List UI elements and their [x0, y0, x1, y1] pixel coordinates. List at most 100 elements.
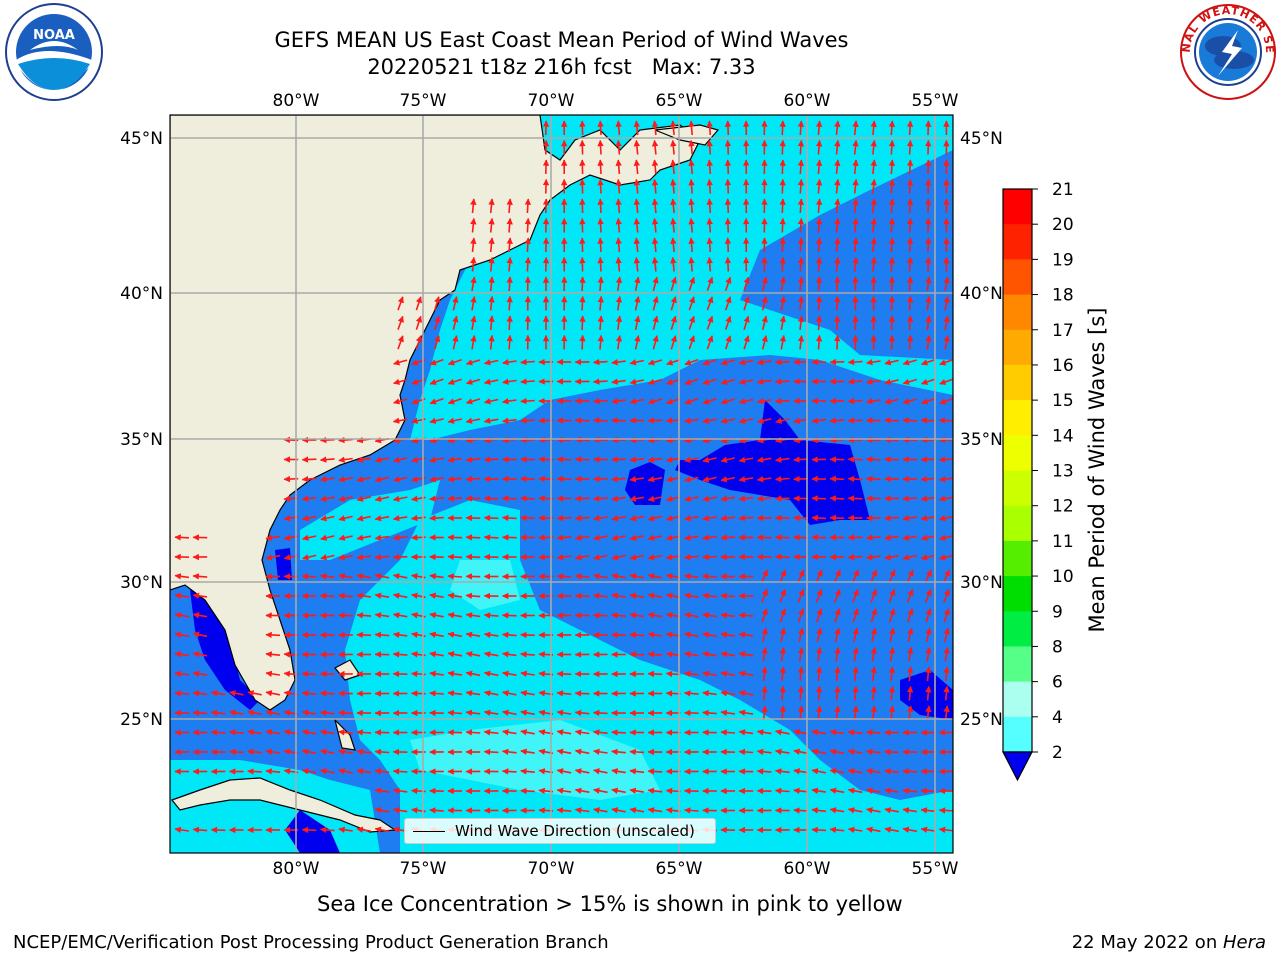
wave-direction-arrow: [520, 378, 535, 385]
wave-direction-arrow: [720, 534, 736, 541]
wave-direction-arrow: [702, 631, 717, 638]
wave-direction-arrow: [852, 646, 859, 662]
colorbar-segment: [1003, 716, 1032, 753]
wave-direction-arrow: [775, 729, 790, 736]
wave-direction-arrow: [815, 256, 823, 272]
wave-direction-arrow: [647, 670, 663, 678]
wave-direction-arrow: [938, 807, 953, 814]
wave-direction-arrow: [320, 729, 335, 736]
wave-direction-arrow: [483, 709, 499, 716]
wave-direction-arrow: [888, 588, 896, 603]
wave-direction-arrow: [592, 397, 608, 405]
wave-direction-arrow: [774, 358, 790, 366]
wave-direction-arrow: [665, 534, 681, 541]
wave-direction-arrow: [706, 335, 714, 350]
wave-direction-arrow: [434, 335, 441, 350]
wave-direction-arrow: [556, 768, 572, 775]
wave-direction-arrow: [506, 237, 513, 253]
wave-direction-arrow: [488, 295, 495, 311]
wave-direction-arrow: [756, 475, 772, 483]
wave-direction-arrow: [847, 826, 863, 833]
wave-direction-arrow: [488, 256, 495, 272]
wave-direction-arrow: [906, 666, 914, 682]
wave-direction-arrow: [670, 198, 677, 214]
wave-direction-arrow: [265, 690, 281, 697]
wave-direction-arrow: [939, 378, 953, 385]
wave-direction-arrow: [502, 709, 517, 716]
wave-direction-arrow: [647, 573, 663, 580]
wave-direction-arrow: [797, 685, 805, 701]
wave-direction-arrow: [847, 807, 863, 814]
wave-direction-arrow: [447, 573, 463, 580]
wave-direction-arrow: [888, 646, 896, 662]
wave-direction-arrow: [833, 569, 841, 584]
wave-direction-arrow: [702, 690, 717, 697]
wave-direction-arrow: [615, 276, 623, 292]
wave-direction-arrow: [465, 534, 481, 541]
wave-direction-arrow: [597, 120, 604, 136]
wave-direction-arrow: [815, 569, 823, 584]
wave-direction-arrow: [611, 358, 626, 366]
wave-direction-arrow: [502, 729, 517, 736]
wave-direction-arrow: [611, 787, 626, 794]
wave-direction-arrow: [724, 139, 732, 155]
wave-direction-arrow: [501, 631, 517, 639]
wave-direction-arrow: [888, 237, 896, 253]
wave-direction-arrow: [651, 120, 659, 136]
wave-direction-arrow: [670, 335, 677, 350]
wave-direction-arrow: [502, 398, 517, 405]
wave-direction-arrow: [706, 315, 714, 330]
footer-date-text: 22 May 2022 on: [1071, 932, 1223, 953]
wave-direction-arrow: [392, 553, 408, 561]
wave-direction-arrow: [447, 670, 463, 677]
wave-direction-arrow: [556, 709, 572, 716]
wave-direction-arrow: [829, 787, 845, 794]
wave-direction-arrow: [829, 826, 845, 834]
wave-direction-arrow: [815, 217, 823, 233]
wave-direction-arrow: [816, 608, 823, 623]
map-area[interactable]: [170, 115, 953, 853]
wave-direction-arrow: [870, 178, 877, 194]
wave-direction-arrow: [943, 334, 950, 350]
wave-direction-arrow: [829, 768, 845, 775]
wave-direction-arrow: [301, 768, 317, 775]
wave-direction-arrow: [797, 646, 805, 662]
map-frame: [169, 114, 954, 854]
wave-direction-arrow: [665, 787, 681, 795]
wave-direction-arrow: [652, 276, 659, 292]
wave-direction-arrow: [615, 334, 623, 350]
wave-direction-arrow: [174, 592, 190, 599]
wave-direction-arrow: [429, 495, 444, 502]
wave-direction-arrow: [815, 198, 823, 214]
wave-direction-arrow: [506, 256, 513, 272]
wave-direction-arrow: [920, 534, 936, 541]
wave-direction-arrow: [574, 768, 590, 775]
wave-direction-arrow: [301, 690, 317, 697]
wave-direction-arrow: [829, 417, 845, 424]
wave-direction-arrow: [483, 534, 499, 541]
wave-direction-arrow: [888, 627, 896, 642]
wave-direction-arrow: [688, 120, 695, 136]
wave-direction-arrow: [488, 334, 495, 350]
colorbar-extend: [1002, 751, 1033, 782]
wave-direction-arrow: [192, 709, 208, 717]
wave-direction-arrow: [684, 612, 699, 619]
wave-direction-arrow: [174, 534, 190, 541]
wave-direction-arrow: [702, 553, 717, 561]
wave-direction-arrow: [797, 237, 805, 253]
wave-direction-arrow: [338, 534, 353, 541]
wave-direction-arrow: [906, 120, 914, 136]
wave-direction-arrow: [465, 670, 481, 677]
wave-direction-arrow: [574, 554, 590, 561]
wave-direction-arrow: [520, 748, 535, 755]
wave-direction-arrow: [629, 554, 644, 561]
wave-direction-arrow: [520, 768, 535, 775]
wave-direction-arrow: [374, 456, 390, 463]
wave-direction-arrow: [706, 256, 713, 272]
wave-direction-arrow: [483, 359, 499, 366]
wave-direction-arrow: [597, 334, 604, 350]
wave-direction-arrow: [574, 592, 590, 600]
wave-direction-arrow: [301, 729, 317, 736]
wave-direction-arrow: [706, 296, 714, 311]
wave-direction-arrow: [192, 592, 208, 600]
